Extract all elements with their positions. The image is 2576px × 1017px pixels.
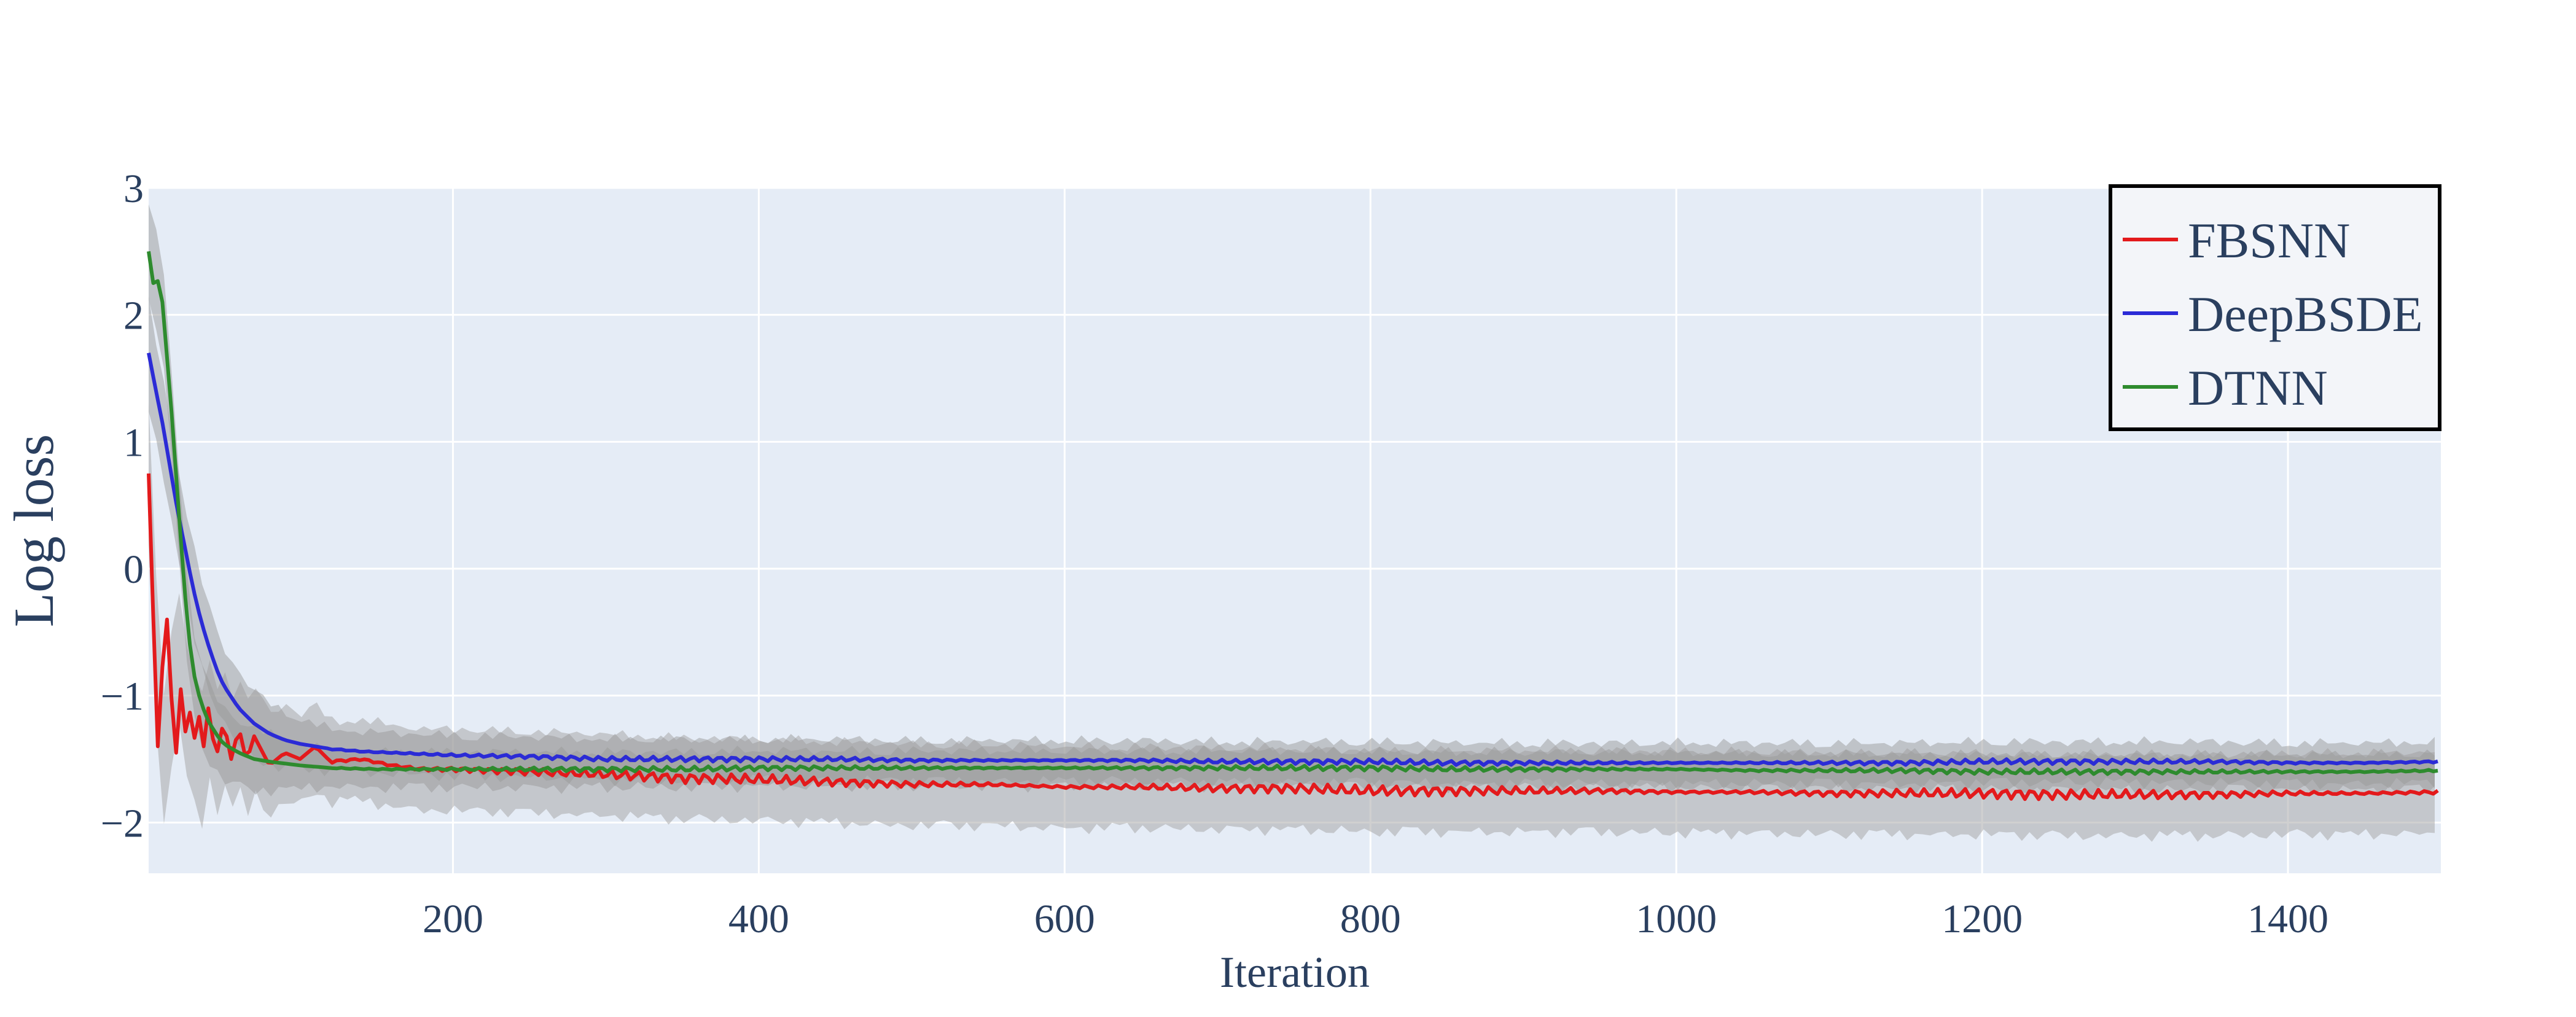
y-tick-label: 1 bbox=[123, 420, 144, 465]
x-tick-label: 400 bbox=[728, 897, 789, 941]
legend: FBSNN DeepBSDE DTNN bbox=[2109, 184, 2441, 431]
x-tick-label: 600 bbox=[1034, 897, 1095, 941]
legend-label: DeepBSDE bbox=[2188, 286, 2423, 342]
x-tick-label: 200 bbox=[423, 897, 483, 941]
y-tick-label: −1 bbox=[101, 674, 144, 719]
y-tick-label: 0 bbox=[123, 547, 144, 592]
band-deepbsde bbox=[149, 296, 2435, 790]
x-axis-ticks: 200 400 600 800 1000 1200 1400 bbox=[423, 897, 2328, 941]
variance-bands bbox=[149, 204, 2435, 842]
x-axis-title: Iteration bbox=[1220, 948, 1370, 997]
series-line-dtnn bbox=[147, 251, 2438, 776]
x-tick-label: 1400 bbox=[2247, 897, 2328, 941]
x-tick-label: 800 bbox=[1340, 897, 1401, 941]
y-tick-label: −2 bbox=[101, 801, 144, 846]
legend-label: DTNN bbox=[2188, 360, 2328, 416]
x-tick-label: 1000 bbox=[1636, 897, 1717, 941]
y-tick-label: 3 bbox=[123, 166, 144, 211]
grid-lines bbox=[149, 187, 2441, 873]
series-line-deepbsde bbox=[147, 353, 2438, 767]
y-axis-ticks: −2 −1 0 1 2 3 bbox=[101, 166, 144, 846]
series-lines bbox=[147, 251, 2439, 801]
x-tick-label: 1200 bbox=[1942, 897, 2023, 941]
y-tick-label: 2 bbox=[123, 294, 144, 338]
y-axis-title: Log loss bbox=[2, 434, 65, 627]
legend-label: FBSNN bbox=[2188, 212, 2350, 268]
